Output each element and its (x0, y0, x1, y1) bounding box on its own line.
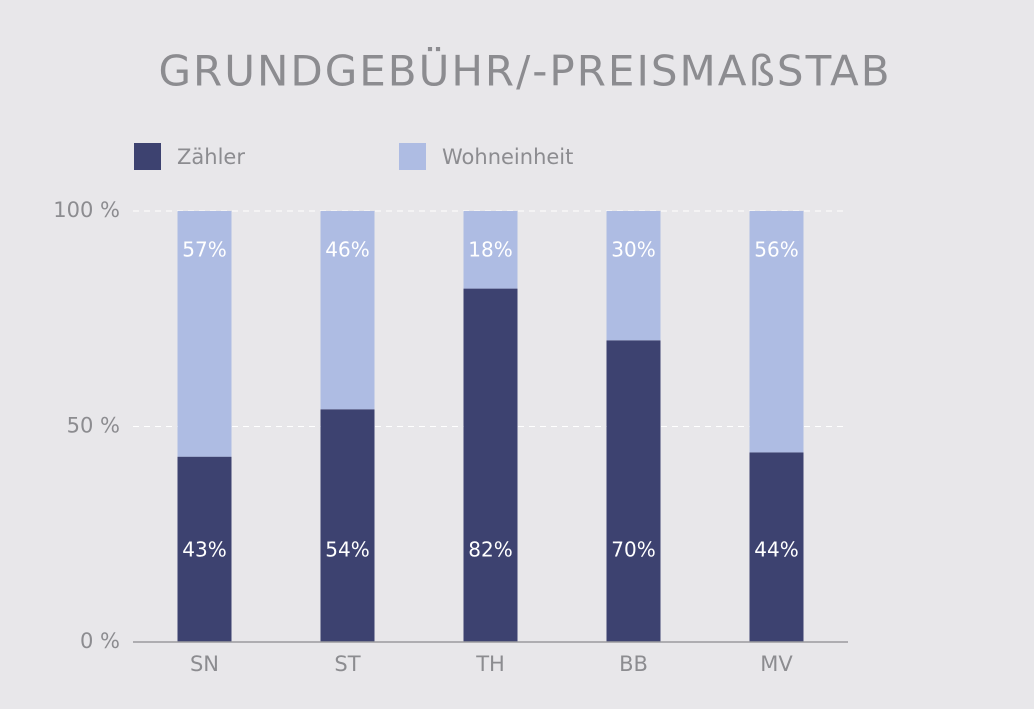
bar-segment (749, 211, 804, 453)
value-label: 44% (754, 538, 798, 562)
value-label: 30% (611, 238, 655, 262)
x-tick-label: SN (190, 652, 219, 676)
y-tick-label: 0 % (80, 629, 120, 653)
bar-segment (463, 211, 518, 289)
value-label: 57% (182, 238, 226, 262)
value-label: 70% (611, 538, 655, 562)
bar-segment (463, 288, 518, 642)
legend-label: Wohneinheit (442, 145, 573, 169)
x-tick-label: MV (760, 652, 793, 676)
x-tick-label: ST (334, 652, 360, 676)
x-tick-label: BB (619, 652, 648, 676)
bar-segment (177, 456, 232, 642)
value-label: 82% (468, 538, 512, 562)
bar-segment (320, 211, 375, 410)
bar-segment (606, 340, 661, 642)
y-tick-label: 100 % (53, 198, 120, 222)
bar-segment (320, 409, 375, 642)
bar-segment (606, 211, 661, 341)
x-tick-label: TH (475, 652, 505, 676)
chart-title: GRUNDGEBÜHR/-PREISMAßSTAB (158, 46, 891, 96)
legend-label: Zähler (177, 145, 245, 169)
value-label: 56% (754, 238, 798, 262)
bar-segment (749, 452, 804, 642)
legend-swatch (399, 143, 426, 170)
bar-segment (177, 211, 232, 457)
y-tick-label: 50 % (67, 414, 120, 438)
legend-swatch (134, 143, 161, 170)
value-label: 46% (325, 238, 369, 262)
value-label: 43% (182, 538, 226, 562)
value-label: 18% (468, 238, 512, 262)
value-label: 54% (325, 538, 369, 562)
